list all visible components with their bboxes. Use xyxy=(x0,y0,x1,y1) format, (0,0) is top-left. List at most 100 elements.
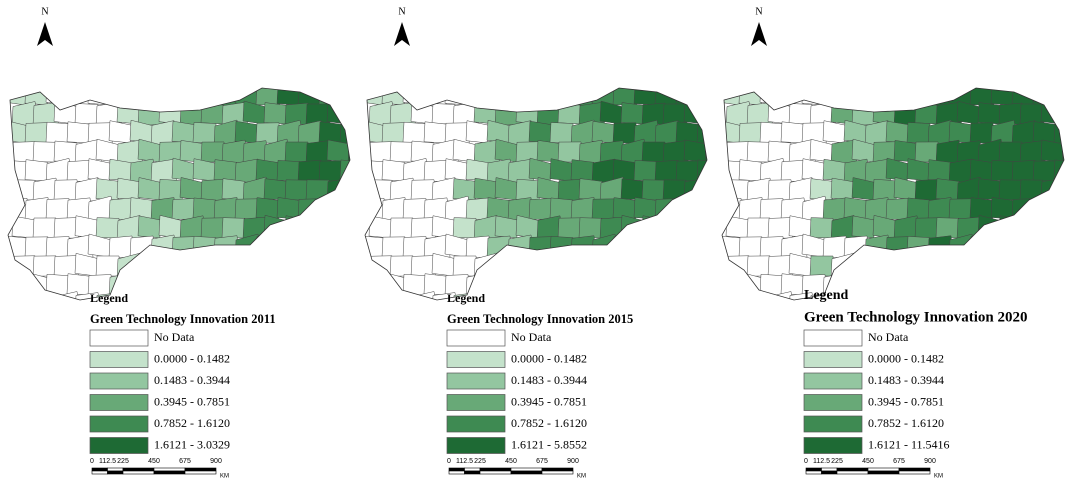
region xyxy=(809,255,835,277)
scale-tick-label: 675 xyxy=(179,458,191,465)
region xyxy=(612,88,638,106)
region xyxy=(108,158,133,182)
region xyxy=(318,121,343,144)
scale-tick-label: 0 xyxy=(447,458,451,465)
region xyxy=(885,88,910,106)
region xyxy=(822,158,847,182)
region xyxy=(788,253,813,277)
scale-segment xyxy=(836,470,869,475)
legend-swatch xyxy=(446,437,506,454)
region xyxy=(1061,141,1064,163)
region xyxy=(53,179,79,201)
region xyxy=(599,292,624,300)
region xyxy=(444,88,469,106)
map-panel: N Legend Green Technology Innovation 2020 N… xyxy=(721,6,1065,480)
region xyxy=(759,121,784,144)
region xyxy=(213,273,238,296)
region xyxy=(326,255,350,277)
region xyxy=(431,253,456,277)
region xyxy=(389,217,415,239)
region xyxy=(914,254,939,277)
scale-segment xyxy=(107,467,124,472)
legend-label: 1.6121 - 5.8552 xyxy=(511,437,587,451)
region xyxy=(557,217,583,239)
region xyxy=(722,88,742,106)
region xyxy=(171,157,196,182)
region xyxy=(24,236,50,258)
region xyxy=(654,236,679,258)
scale-segment xyxy=(122,467,155,472)
region xyxy=(746,255,772,277)
region xyxy=(381,159,406,182)
region xyxy=(326,178,350,202)
legend-label: 0.0000 - 0.1482 xyxy=(511,351,587,365)
region xyxy=(977,214,1002,239)
region xyxy=(263,253,288,277)
region xyxy=(885,274,911,296)
region xyxy=(641,141,667,163)
region xyxy=(339,273,350,296)
legend-swatch xyxy=(803,394,863,411)
scale-segment xyxy=(821,467,838,472)
map-panel: N Legend Green Technology Innovation 2015 N… xyxy=(364,6,708,480)
legend-label: 0.1483 - 0.3944 xyxy=(511,373,587,387)
region xyxy=(32,255,58,277)
region xyxy=(242,255,268,277)
region xyxy=(171,88,196,106)
region xyxy=(1040,139,1064,163)
scale-segment xyxy=(479,470,512,475)
region xyxy=(87,158,112,182)
region xyxy=(347,253,350,279)
region xyxy=(893,140,918,163)
legend-label: No Data xyxy=(154,330,195,344)
scale-bar: 0 112.5 225 450 675 900 KM xyxy=(90,458,229,480)
region xyxy=(402,274,427,296)
region xyxy=(150,272,175,296)
region xyxy=(620,178,645,201)
scale-unit: KM xyxy=(577,474,586,480)
region xyxy=(549,122,574,144)
region xyxy=(11,291,39,300)
region xyxy=(990,236,1015,258)
region xyxy=(969,88,995,106)
region xyxy=(95,217,120,239)
scale-tick-label: 225 xyxy=(117,458,129,465)
region xyxy=(339,235,350,258)
region xyxy=(284,141,310,163)
region xyxy=(683,293,707,300)
region xyxy=(780,273,805,296)
north-label: N xyxy=(755,6,762,17)
region xyxy=(318,272,343,296)
region xyxy=(284,253,309,277)
region xyxy=(696,122,707,144)
region xyxy=(704,253,707,279)
region xyxy=(927,235,954,259)
region xyxy=(200,141,226,163)
region xyxy=(620,102,645,125)
region xyxy=(318,198,344,220)
scale-tick-label: 0 xyxy=(804,458,808,465)
scale-tick-label: 225 xyxy=(831,458,843,465)
region xyxy=(255,122,281,144)
region xyxy=(927,273,952,296)
region xyxy=(612,158,637,182)
region xyxy=(977,178,1002,201)
region xyxy=(410,101,435,125)
region xyxy=(767,217,793,239)
scale-segment xyxy=(91,467,108,472)
region xyxy=(725,215,750,239)
region xyxy=(276,236,301,258)
region xyxy=(234,120,259,144)
region xyxy=(935,217,960,239)
region xyxy=(452,217,477,239)
region xyxy=(8,159,28,182)
region xyxy=(675,233,700,258)
region xyxy=(347,217,350,239)
legend-swatch xyxy=(446,372,506,390)
region xyxy=(129,197,154,220)
region xyxy=(1053,273,1064,296)
legend-swatch xyxy=(89,329,149,347)
region xyxy=(45,121,70,144)
region xyxy=(297,88,323,106)
